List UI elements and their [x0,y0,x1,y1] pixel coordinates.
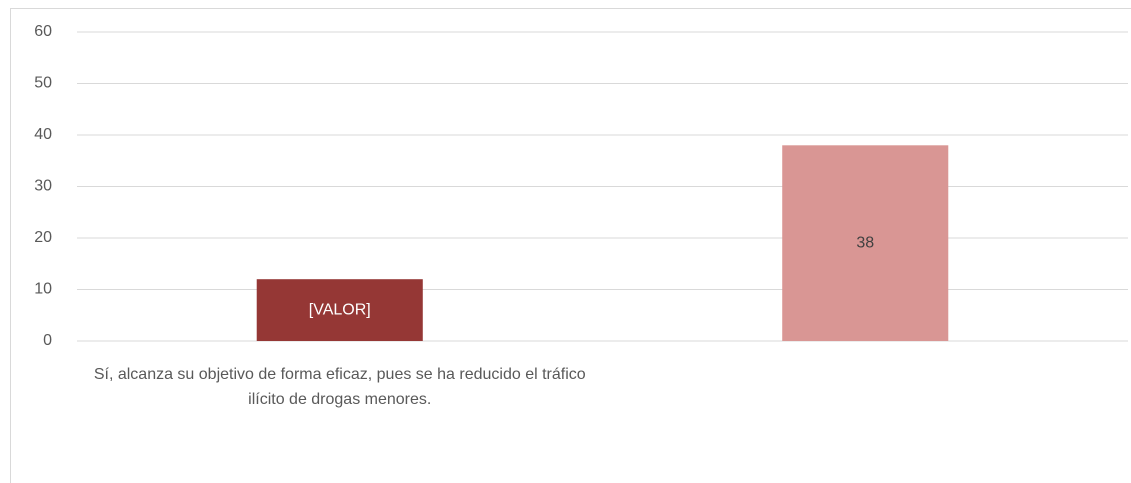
data-label: 38 [856,234,874,251]
y-tick-label: 20 [34,229,52,246]
y-tick-label: 10 [34,281,52,298]
y-tick-label: 30 [34,178,52,195]
y-tick-label: 40 [34,126,52,143]
y-tick-label: 60 [34,23,52,40]
data-label: [VALOR] [309,301,371,318]
bar [256,279,423,341]
chart-frame [10,8,1131,483]
bar [782,145,949,341]
y-tick-label: 50 [34,75,52,92]
x-tick-label: Sí, alcanza su objetivo de forma eficaz,… [93,366,586,408]
y-tick-label: 0 [43,332,52,349]
